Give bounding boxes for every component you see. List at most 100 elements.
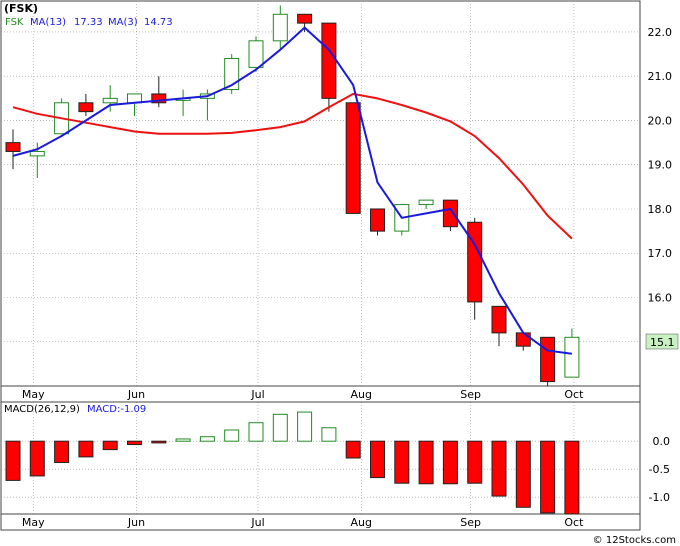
price-panel-frame (0, 0, 641, 387)
last-price-tag: 15.1 (650, 336, 675, 349)
macd-tick-label: 0.0 (653, 435, 671, 448)
month-label: Oct (564, 388, 584, 401)
candle-up (272, 5, 288, 50)
price-month-axis-band (0, 385, 641, 403)
candle-body (515, 332, 531, 347)
month-label: May (22, 388, 45, 401)
macd-bar (467, 440, 483, 484)
month-label: Jul (250, 388, 264, 401)
chart-title: (FSK) (4, 2, 38, 15)
price-tick-label: 20.0 (648, 114, 673, 127)
candle-body (491, 305, 507, 334)
legend-ma3-label: MA(3) (108, 17, 138, 28)
candle-body (248, 40, 264, 68)
price-gridlines (1, 1, 640, 386)
watermark: © 12Stocks.com (593, 535, 676, 546)
candle-body (345, 102, 361, 214)
macd-bar (54, 440, 70, 463)
macd-bar (248, 422, 264, 442)
candle-body (78, 102, 94, 113)
month-label: Sep (460, 388, 481, 401)
macd-bar (272, 413, 288, 442)
candle-body (5, 142, 21, 152)
month-label: Jun (127, 516, 145, 529)
price-tick-label: 22.0 (648, 26, 673, 39)
macd-bar (540, 440, 556, 514)
candle-down (321, 22, 337, 112)
candle-body (29, 150, 45, 157)
macd-bar (491, 440, 507, 497)
macd-label: MACD(26,12,9) (4, 404, 80, 415)
macd-bar (175, 438, 191, 442)
macd-bar (127, 440, 142, 446)
macd-bar (370, 440, 385, 479)
candle-down (370, 208, 385, 236)
ma13-line (12, 92, 573, 240)
month-label: Aug (351, 516, 372, 529)
macd-panel-frame (0, 401, 641, 515)
macd-value-label: MACD:-1.09 (87, 404, 146, 415)
macd-histogram (5, 411, 580, 515)
price-month-labels: May Jun Jul Aug Sep Oct (22, 388, 584, 401)
macd-bar (151, 440, 167, 444)
price-tick-label: 17.0 (648, 247, 673, 260)
macd-tick-label: -1.0 (649, 491, 670, 504)
month-label: Jun (127, 388, 145, 401)
macd-y-axis: 0.0 -0.5 -1.0 (649, 435, 670, 504)
candle-body (442, 199, 458, 228)
candle-body (564, 336, 580, 378)
candle-down (345, 102, 361, 214)
macd-month-axis-band (0, 513, 641, 531)
macd-bar (564, 440, 580, 515)
candle-down (442, 199, 458, 232)
candle-body (418, 199, 434, 206)
macd-bar (442, 440, 458, 485)
candle-down (78, 93, 94, 117)
month-label: Jul (250, 516, 264, 529)
candle-down (491, 305, 507, 347)
macd-bar (321, 427, 337, 442)
candle-body (151, 93, 167, 104)
macd-bar (297, 411, 313, 442)
macd-bar (345, 440, 361, 459)
legend-ma13-label: MA(13) (30, 17, 66, 28)
macd-bar (418, 440, 434, 485)
month-label: Oct (564, 516, 584, 529)
candle-up (54, 98, 70, 135)
candle-up (248, 36, 264, 72)
macd-bar (224, 429, 240, 442)
macd-bar (5, 440, 21, 481)
macd-bar (394, 440, 410, 484)
candle-up (418, 199, 434, 209)
macd-bar (199, 436, 215, 442)
legend-ma3-value: 14.73 (144, 17, 173, 28)
candle-body (370, 208, 385, 232)
month-label: Sep (460, 516, 481, 529)
macd-bar (102, 440, 118, 451)
candle-down (5, 129, 21, 170)
candle-body (297, 13, 313, 24)
candle-body (467, 221, 483, 303)
legend-symbol: FSK (5, 17, 24, 28)
candle-down (467, 217, 483, 320)
candle-down (151, 76, 167, 108)
candle-up (102, 85, 118, 112)
macd-tick-label: -0.5 (649, 463, 670, 476)
candle-body (321, 22, 337, 99)
price-tick-label: 18.0 (648, 203, 673, 216)
macd-bar (515, 440, 531, 508)
candle-down (540, 336, 556, 386)
candle-down (297, 13, 313, 32)
candle-body (102, 97, 118, 104)
price-tick-label: 19.0 (648, 159, 673, 172)
price-tick-label: 16.0 (648, 291, 673, 304)
macd-month-labels: May Jun Jul Aug Sep Oct (22, 516, 584, 529)
legend-ma13-value: 17.33 (74, 17, 103, 28)
price-y-axis: 22.0 21.0 20.0 19.0 18.0 17.0 16.0 (648, 26, 673, 305)
price-tick-label: 21.0 (648, 70, 673, 83)
candle-body (540, 336, 556, 383)
candle-body (272, 13, 288, 42)
month-label: Aug (351, 388, 372, 401)
last-price-tag-box (645, 333, 679, 350)
